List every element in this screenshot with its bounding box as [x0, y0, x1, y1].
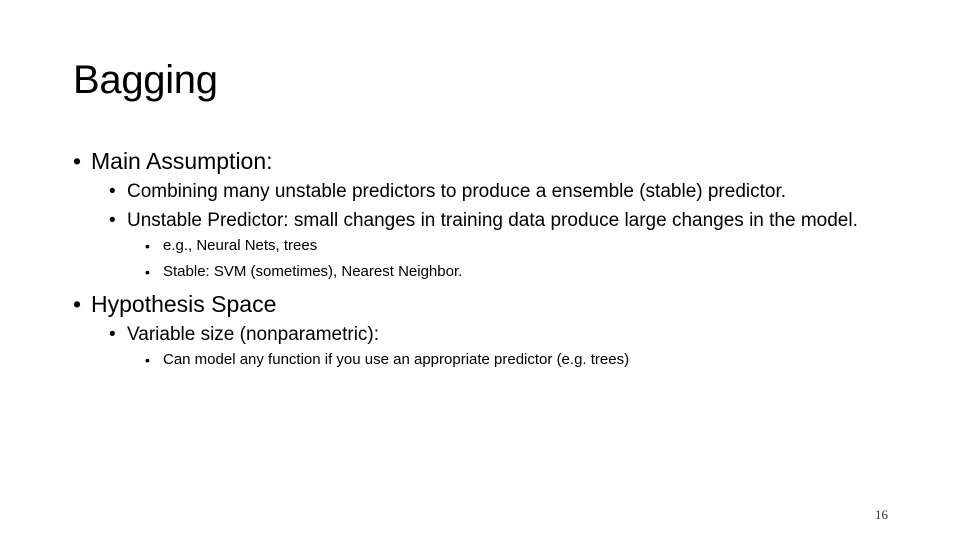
bullet-icon: •: [73, 291, 82, 317]
slide-title: Bagging: [73, 58, 218, 102]
sub-sub-bullet-text: Stable: SVM (sometimes), Nearest Neighbo…: [163, 263, 463, 280]
bullet-icon: •: [145, 352, 150, 368]
bullet-icon: •: [109, 181, 116, 202]
sub-sub-bullet-stable: • Stable: SVM (sometimes), Nearest Neigh…: [145, 262, 873, 282]
sub-bullet-unstable-predictor: • Unstable Predictor: small changes in t…: [109, 208, 873, 282]
bullet-hypothesis-space: • Hypothesis Space • Variable size (nonp…: [73, 290, 873, 370]
bullet-icon: •: [73, 148, 82, 174]
sub-sub-bullet-examples: • e.g., Neural Nets, trees: [145, 236, 873, 256]
sub-bullet-variable-size: • Variable size (nonparametric): • Can m…: [109, 322, 873, 370]
bullet-icon: •: [145, 238, 150, 254]
sub-bullet-list: • Variable size (nonparametric): • Can m…: [109, 322, 873, 370]
sub-bullet-text: Variable size (nonparametric):: [127, 324, 380, 345]
sub-bullet-list: • Combining many unstable predictors to …: [109, 179, 873, 282]
sub-sub-bullet-text: e.g., Neural Nets, trees: [163, 237, 318, 254]
bullet-main-assumption: • Main Assumption: • Combining many unst…: [73, 147, 873, 282]
bullet-icon: •: [109, 210, 116, 231]
page-number: 16: [875, 507, 888, 522]
sub-sub-bullet-list: • e.g., Neural Nets, trees • Stable: SVM…: [145, 236, 873, 282]
bullet-text: Main Assumption:: [91, 148, 273, 174]
slide-content: • Main Assumption: • Combining many unst…: [73, 147, 873, 376]
bullet-list: • Main Assumption: • Combining many unst…: [73, 147, 873, 370]
bullet-icon: •: [109, 324, 116, 345]
bullet-icon: •: [145, 264, 150, 280]
sub-sub-bullet-list: • Can model any function if you use an a…: [145, 350, 873, 370]
sub-bullet-combining: • Combining many unstable predictors to …: [109, 179, 873, 204]
sub-sub-bullet-text: Can model any function if you use an app…: [163, 351, 630, 368]
sub-sub-bullet-any-function: • Can model any function if you use an a…: [145, 350, 873, 370]
sub-bullet-text: Unstable Predictor: small changes in tra…: [127, 210, 858, 231]
bullet-text: Hypothesis Space: [91, 291, 277, 317]
sub-bullet-text: Combining many unstable predictors to pr…: [127, 181, 787, 202]
